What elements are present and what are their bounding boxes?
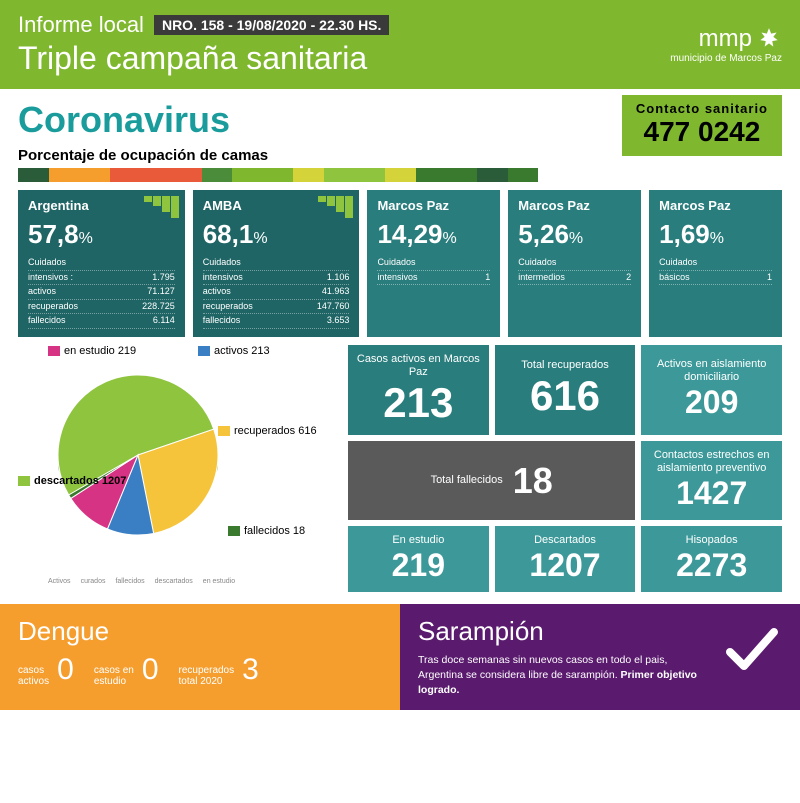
footer: Dengue casosactivos0 casos enestudio0 recu…: [0, 604, 800, 709]
stat-tile: Total recuperados616: [495, 345, 636, 435]
check-icon: [722, 626, 782, 676]
stat-tile: Activos en aislamiento domiciliario209: [641, 345, 782, 435]
logo-text: mmp: [699, 25, 752, 53]
pie-label: recuperados 616: [218, 425, 317, 437]
pie-label: activos 213: [198, 345, 270, 357]
stat-tile: Total fallecidos18: [348, 441, 635, 520]
occupancy-card: Marcos Paz1,69%Cuidadosbásicos1: [649, 190, 782, 337]
dengue-item: casosactivos0: [18, 653, 74, 687]
contact-title: Contacto sanitario: [636, 101, 768, 116]
dengue-item: recuperadostotal 20203: [179, 653, 259, 687]
occupancy-card: Marcos Paz5,26%Cuidadosintermedios2: [508, 190, 641, 337]
header-line2: Triple campaña sanitaria: [18, 40, 389, 77]
logo-sub: municipio de Marcos Paz: [670, 53, 782, 64]
leaf-icon: [756, 26, 782, 52]
sarampion-panel: Sarampión Tras doce semanas sin nuevos c…: [400, 604, 800, 709]
header-logo: mmp municipio de Marcos Paz: [670, 25, 782, 64]
contact-number: 477 0242: [636, 116, 768, 148]
pie-label: descartados 1207: [18, 475, 126, 487]
occupancy-card: AMBA68,1%Cuidadosintensivos1.106activos4…: [193, 190, 360, 337]
header-badge: NRO. 158 - 19/08/2020 - 22.30 HS.: [154, 15, 389, 35]
pie-label: fallecidos 18: [228, 525, 305, 537]
dengue-panel: Dengue casosactivos0 casos enestudio0 recu…: [0, 604, 400, 709]
occupancy-card: Argentina57,8%Cuidadosintensivos :1.795a…: [18, 190, 185, 337]
pie-chart-area: Activoscuradosfallecidosdescartadosen es…: [18, 345, 338, 593]
pie-legend: Activoscuradosfallecidosdescartadosen es…: [48, 578, 235, 585]
pie-chart: [38, 375, 238, 555]
occupancy-card: Marcos Paz14,29%Cuidadosintensivos1: [367, 190, 500, 337]
pie-label: en estudio 219: [48, 345, 136, 357]
sarampion-text: Tras doce semanas sin nuevos casos en to…: [418, 653, 698, 697]
contact-box: Contacto sanitario 477 0242: [622, 95, 782, 156]
stat-tile: En estudio219: [348, 526, 489, 592]
stat-tile: Descartados1207: [495, 526, 636, 592]
dengue-item: casos enestudio0: [94, 653, 159, 687]
dengue-title: Dengue: [18, 616, 382, 647]
header-line1: Informe local: [18, 12, 144, 38]
color-strip: [18, 168, 538, 182]
header-banner: Informe local NRO. 158 - 19/08/2020 - 22…: [0, 0, 800, 89]
occupancy-cards: Argentina57,8%Cuidadosintensivos :1.795a…: [18, 190, 782, 337]
header-left: Informe local NRO. 158 - 19/08/2020 - 22…: [18, 12, 389, 77]
stat-tile: Hisopados2273: [641, 526, 782, 592]
stat-tile: Contactos estrechos en aislamiento preve…: [641, 441, 782, 520]
stat-tile: Casos activos en Marcos Paz213: [348, 345, 489, 435]
stats-grid: Casos activos en Marcos Paz213Total recu…: [348, 345, 782, 593]
